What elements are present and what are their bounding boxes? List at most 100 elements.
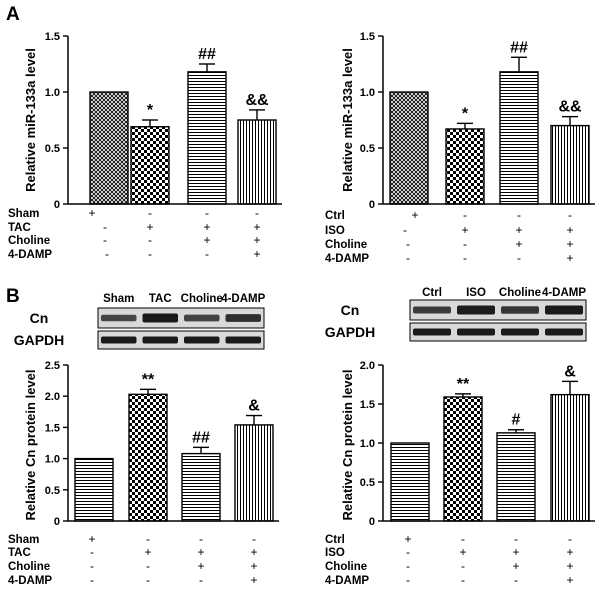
y-axis-label: Relative Cn protein level <box>340 370 355 521</box>
blot-frame <box>97 307 265 329</box>
chart-a-right: * ## && 0 0.5 1.0 1.5 Relative miR-133a level Ct… <box>325 31 595 265</box>
condition-sign: - <box>568 532 572 546</box>
condition-sign: + <box>250 573 257 587</box>
bar <box>187 71 227 205</box>
y-tick-label: 0.5 <box>45 485 60 497</box>
condition-sign: - <box>199 532 203 546</box>
condition-sign: - <box>105 247 109 261</box>
y-tick-label: 0 <box>54 516 60 528</box>
condition-sign: + <box>512 545 519 559</box>
condition-sign: - <box>568 208 572 222</box>
significance-mark: ## <box>198 46 216 63</box>
condition-sign: - <box>90 559 94 573</box>
condition-label: 4-DAMP <box>8 575 52 587</box>
condition-sign: - <box>406 573 410 587</box>
blot-band <box>184 314 220 322</box>
condition-sign: + <box>253 220 260 234</box>
significance-mark: && <box>245 92 269 109</box>
condition-sign: + <box>203 233 210 247</box>
bar <box>181 452 221 522</box>
condition-sign: + <box>144 545 151 559</box>
blot-lane-label: Sham <box>103 293 134 305</box>
blot-frame <box>97 330 265 350</box>
condition-label: Ctrl <box>325 210 345 222</box>
significance-mark: & <box>248 398 260 415</box>
condition-label: TAC <box>8 547 31 559</box>
y-tick-label: 1.5 <box>45 422 60 434</box>
condition-sign: - <box>252 532 256 546</box>
condition-sign: + <box>146 220 153 234</box>
condition-sign: - <box>517 208 521 222</box>
condition-sign: + <box>250 559 257 573</box>
bar <box>445 128 485 205</box>
condition-sign: + <box>566 559 573 573</box>
condition-sign: - <box>406 251 410 265</box>
bar <box>128 393 168 522</box>
significance-mark: ## <box>510 39 528 56</box>
blot-band <box>413 306 451 314</box>
condition-sign: - <box>90 573 94 587</box>
condition-sign: - <box>406 545 410 559</box>
panel-label-a: A <box>6 4 20 25</box>
blot-lane-label: TAC <box>149 293 172 305</box>
bar <box>443 396 483 522</box>
bar <box>550 393 590 522</box>
blot-band <box>101 336 137 344</box>
condition-sign: - <box>463 251 467 265</box>
chart-b-left: ** ## & 0 0.5 1.0 1.5 2.0 2.5 Relative Cn protein… <box>8 293 279 587</box>
blot-band <box>101 314 137 322</box>
y-tick-label: 2.0 <box>360 360 375 372</box>
condition-label: Sham <box>8 534 39 546</box>
y-tick-label: 0 <box>369 516 375 528</box>
condition-sign: - <box>103 220 107 234</box>
blot-band <box>413 328 451 336</box>
significance-mark: # <box>512 412 521 429</box>
chart-a-left: * ## && 0 0.5 1.0 1.5 Relative miR-133a level Sh… <box>8 31 282 261</box>
blot-band <box>545 328 583 336</box>
y-tick-label: 0 <box>54 199 60 211</box>
condition-sign: + <box>512 559 519 573</box>
significance-mark: * <box>462 105 469 122</box>
condition-sign: + <box>88 206 95 220</box>
condition-sign: - <box>148 247 152 261</box>
condition-sign: - <box>255 206 259 220</box>
bar <box>237 119 277 205</box>
y-tick-label: 0.5 <box>360 143 375 155</box>
blot-band <box>457 328 495 336</box>
bar <box>496 432 536 522</box>
condition-sign: - <box>406 559 410 573</box>
y-tick-label: 1.5 <box>45 31 60 43</box>
condition-sign: - <box>146 573 150 587</box>
condition-sign: - <box>148 233 152 247</box>
y-tick-label: 1.0 <box>45 454 60 466</box>
condition-sign: - <box>463 208 467 222</box>
condition-sign: + <box>566 237 573 251</box>
condition-sign: - <box>146 559 150 573</box>
condition-sign: - <box>205 247 209 261</box>
y-tick-label: 0.5 <box>45 143 60 155</box>
blot-band <box>225 336 261 344</box>
condition-sign: + <box>566 573 573 587</box>
bar <box>499 71 539 205</box>
condition-sign: + <box>253 247 260 261</box>
blot-frame <box>409 322 587 342</box>
y-tick-label: 2.0 <box>45 391 60 403</box>
y-tick-label: 0.5 <box>360 477 375 489</box>
significance-mark: ** <box>457 376 470 393</box>
condition-sign: + <box>250 545 257 559</box>
y-axis-label: Relative miR-133a level <box>23 48 38 192</box>
condition-sign: + <box>515 223 522 237</box>
condition-sign: + <box>566 251 573 265</box>
significance-mark: && <box>558 99 582 116</box>
bar <box>234 424 274 522</box>
significance-mark: ** <box>142 371 155 388</box>
condition-label: TAC <box>8 222 31 234</box>
blot-row-label: GAPDH <box>325 324 376 340</box>
condition-label: ISO <box>325 547 345 559</box>
y-axis-label: Relative miR-133a level <box>340 48 355 192</box>
y-tick-label: 1.5 <box>360 399 375 411</box>
blot-band <box>545 305 583 315</box>
condition-label: ISO <box>325 225 345 237</box>
bar <box>89 91 129 205</box>
